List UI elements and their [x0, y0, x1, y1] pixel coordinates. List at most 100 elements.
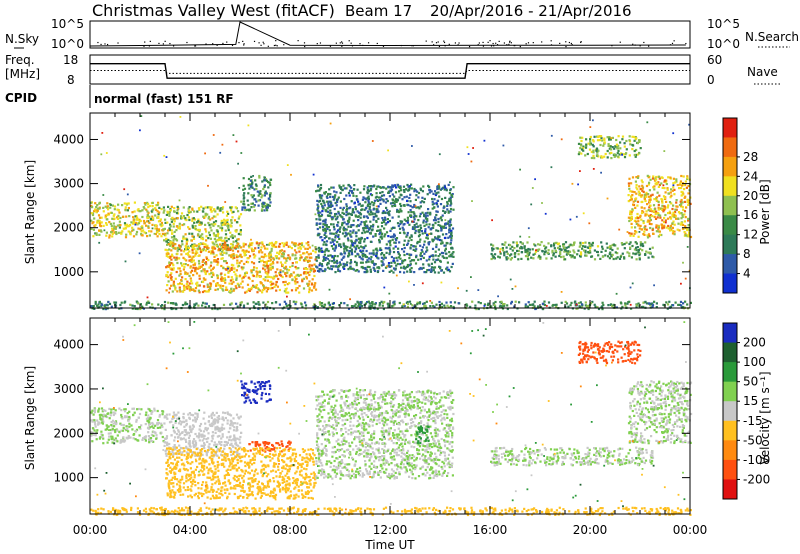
data-cell [357, 200, 360, 203]
data-cell [319, 183, 323, 187]
data-cell [264, 179, 267, 182]
data-cell [212, 134, 215, 136]
data-cell [441, 214, 444, 217]
data-cell [320, 202, 323, 205]
data-cell [380, 232, 384, 235]
noise-sample [253, 40, 256, 43]
data-cell [107, 300, 110, 304]
data-cell [379, 228, 382, 231]
data-cell [115, 232, 118, 236]
data-cell [642, 301, 645, 304]
data-cell [532, 253, 535, 256]
data-cell [635, 252, 638, 255]
data-cell [134, 215, 137, 218]
data-cell [628, 154, 631, 157]
data-cell [684, 195, 687, 198]
data-cell [252, 305, 256, 308]
data-cell [359, 307, 362, 310]
data-cell [299, 247, 302, 250]
data-cell [448, 224, 451, 227]
data-cell [552, 252, 555, 255]
data-cell [424, 231, 427, 235]
data-cell [401, 226, 404, 229]
data-cell [266, 206, 269, 209]
data-cell [674, 211, 677, 214]
data-cell [227, 267, 229, 270]
colorbar-swatch [723, 234, 737, 255]
data-cell [235, 274, 238, 278]
data-cell [192, 259, 195, 262]
data-cell [686, 175, 689, 178]
colorbar-swatch [723, 215, 737, 236]
data-cell [501, 243, 504, 246]
data-cell [340, 215, 343, 218]
data-cell [112, 411, 115, 414]
data-cell [612, 243, 615, 246]
data-cell [149, 436, 153, 440]
data-cell [345, 264, 348, 267]
data-cell [429, 300, 432, 302]
data-cell [374, 263, 377, 266]
data-cell [423, 240, 426, 243]
data-cell [618, 153, 621, 156]
data-cell [393, 200, 397, 203]
data-cell [328, 305, 331, 308]
data-cell [384, 218, 387, 221]
data-cell [509, 258, 512, 261]
data-cell [424, 230, 427, 233]
data-cell [150, 210, 153, 213]
data-cell [440, 305, 443, 308]
noise-sample [367, 42, 370, 44]
data-cell [175, 229, 178, 232]
data-cell [110, 305, 113, 308]
data-cell [141, 215, 144, 219]
data-cell [653, 284, 655, 287]
data-cell [139, 303, 142, 306]
data-cell [329, 195, 332, 199]
data-cell [624, 302, 627, 305]
data-cell [382, 186, 385, 189]
data-cell [205, 302, 208, 305]
data-cell [688, 231, 691, 234]
data-cell [652, 232, 655, 235]
data-cell [605, 242, 608, 245]
data-cell [635, 183, 638, 187]
data-cell [628, 187, 631, 190]
data-cell [423, 302, 426, 305]
data-cell [564, 241, 568, 244]
data-cell [191, 243, 194, 246]
data-cell [239, 282, 242, 285]
data-cell [629, 190, 632, 193]
data-cell [189, 277, 192, 280]
data-cell [172, 282, 175, 285]
data-cell [391, 216, 394, 219]
data-cell [286, 268, 289, 271]
data-cell [419, 254, 422, 257]
data-cell [284, 280, 287, 283]
data-cell [255, 267, 258, 270]
data-cell [182, 284, 186, 287]
data-cell [575, 215, 578, 218]
data-cell [192, 288, 195, 291]
data-cell [439, 259, 442, 262]
data-cell [398, 227, 402, 230]
data-cell [203, 243, 206, 246]
data-cell [257, 288, 260, 291]
data-cell [223, 260, 226, 263]
data-cell [148, 234, 151, 237]
data-cell [628, 252, 631, 255]
data-cell [295, 251, 298, 254]
data-cell [235, 269, 238, 272]
noise-sample [222, 42, 224, 45]
data-cell [430, 266, 434, 269]
data-cell [386, 209, 389, 212]
data-cell [198, 208, 201, 211]
data-cell [606, 136, 609, 139]
data-cell [657, 235, 660, 238]
data-cell [443, 188, 446, 191]
data-cell [139, 228, 142, 231]
data-cell [385, 206, 388, 209]
data-cell [191, 226, 194, 229]
data-cell [431, 254, 434, 257]
data-cell [180, 282, 183, 285]
